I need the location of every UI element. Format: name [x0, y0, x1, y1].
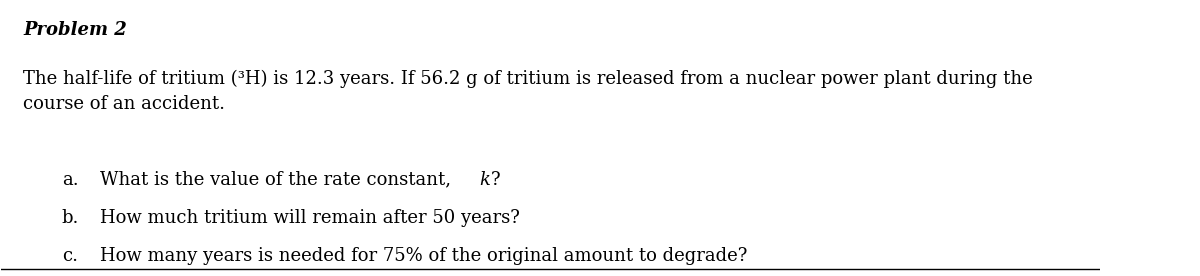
Text: Problem 2: Problem 2	[23, 20, 127, 39]
Text: k: k	[479, 171, 491, 189]
Text: c.: c.	[62, 247, 78, 265]
Text: ?: ?	[491, 171, 500, 189]
Text: What is the value of the rate constant,: What is the value of the rate constant,	[101, 171, 457, 189]
Text: The half-life of tritium (³H) is 12.3 years. If 56.2 g of tritium is released fr: The half-life of tritium (³H) is 12.3 ye…	[23, 70, 1033, 113]
Text: How many years is needed for 75% of the original amount to degrade?: How many years is needed for 75% of the …	[101, 247, 748, 265]
Text: b.: b.	[62, 209, 79, 227]
Text: a.: a.	[62, 171, 78, 189]
Text: How much tritium will remain after 50 years?: How much tritium will remain after 50 ye…	[101, 209, 520, 227]
